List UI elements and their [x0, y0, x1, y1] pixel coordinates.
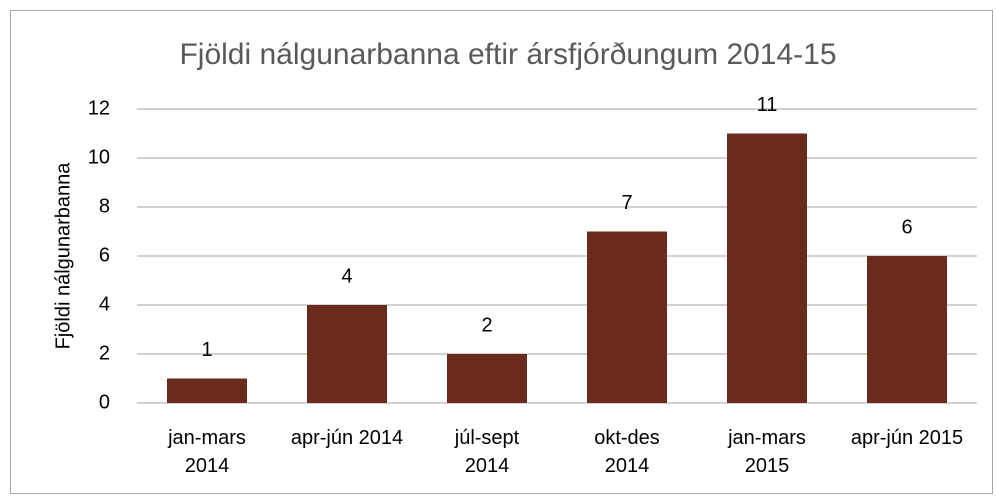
x-tick-label: apr-jún 2014: [290, 427, 404, 449]
y-tick-label: 0: [99, 391, 110, 413]
x-tick-label: júl-sept 2014: [454, 427, 520, 477]
bar: [307, 305, 387, 403]
x-tick-label: okt-des 2014: [594, 427, 660, 477]
x-tick-label: apr-jún 2015: [850, 427, 964, 449]
y-tick-label: 2: [99, 342, 110, 364]
chart-title: Fjöldi nálgunarbanna eftir ársfjórðungum…: [179, 38, 836, 71]
data-label: 11: [757, 94, 778, 116]
chart-frame: [10, 10, 993, 494]
bar: [867, 256, 947, 403]
data-label: 1: [201, 339, 212, 361]
bar: [167, 378, 247, 403]
y-tick-label: 10: [88, 146, 110, 168]
data-label: 7: [621, 192, 632, 214]
data-label: 2: [481, 314, 492, 336]
bar: [727, 133, 807, 403]
data-label: 4: [341, 265, 352, 287]
bar: [447, 354, 527, 403]
data-label: 6: [901, 216, 912, 238]
y-tick-label: 6: [99, 244, 110, 266]
y-tick-label: 8: [99, 195, 110, 217]
y-axis-label: Fjöldi nálgunarbanna: [52, 162, 74, 350]
y-tick-label: 4: [99, 293, 110, 315]
y-tick-label: 12: [88, 97, 110, 119]
x-tick-label: jan-mars 2014: [168, 427, 246, 477]
x-tick-label: jan-mars 2015: [728, 427, 806, 477]
bar: [587, 231, 667, 403]
